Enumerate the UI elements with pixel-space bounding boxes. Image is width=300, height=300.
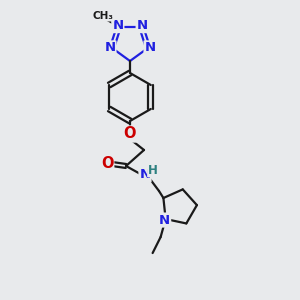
Text: N: N: [140, 169, 151, 182]
Text: O: O: [124, 127, 136, 142]
Text: N: N: [136, 19, 148, 32]
Text: O: O: [101, 157, 113, 172]
Text: N: N: [104, 41, 116, 54]
Text: CH₃: CH₃: [93, 11, 114, 21]
Text: N: N: [145, 41, 156, 54]
Text: N: N: [112, 19, 123, 32]
Text: H: H: [148, 164, 158, 176]
Text: N: N: [159, 214, 170, 226]
